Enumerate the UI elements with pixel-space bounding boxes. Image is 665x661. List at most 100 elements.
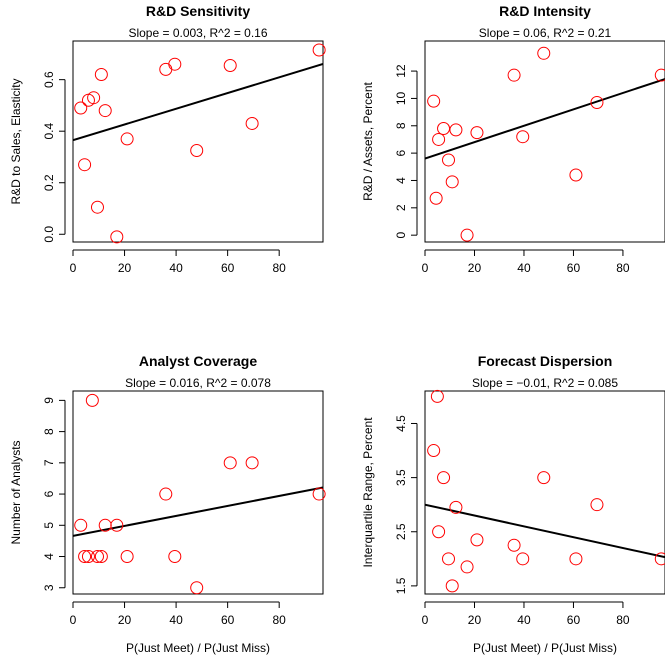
regression-line [425, 503, 665, 559]
data-point [78, 158, 92, 172]
data-point [460, 560, 474, 574]
regression-line [73, 63, 323, 142]
panel-title: Forecast Dispersion [478, 353, 613, 369]
data-point [507, 538, 521, 552]
y-tick-label: 7 [42, 459, 56, 466]
y-tick-label: 0.0 [42, 226, 56, 243]
x-tick-label: 0 [422, 261, 429, 275]
y-tick-label: 4.5 [394, 415, 408, 432]
x-tick-label: 80 [273, 613, 287, 627]
data-point [460, 228, 474, 242]
x-tick-label: 60 [221, 261, 235, 275]
data-point [432, 132, 446, 146]
y-axis-label: R&D to Sales, Elasticity [9, 78, 23, 204]
plot-frame [72, 390, 324, 595]
data-point [223, 456, 237, 470]
regression-line [425, 78, 665, 160]
data-point [190, 581, 204, 595]
data-point [98, 104, 112, 118]
data-point [470, 533, 484, 547]
data-point [90, 200, 104, 214]
data-point [190, 144, 204, 158]
data-point [507, 68, 521, 82]
x-tick-label: 20 [468, 261, 482, 275]
y-tick-label: 0.4 [42, 123, 56, 140]
data-point [120, 132, 134, 146]
y-tick-label: 3.5 [394, 469, 408, 486]
x-tick-label: 40 [169, 261, 183, 275]
panel-title: R&D Sensitivity [146, 3, 250, 19]
data-point [159, 62, 173, 76]
plot-frame [424, 40, 665, 243]
data-point [445, 579, 459, 593]
data-point [432, 525, 446, 539]
data-point [654, 552, 665, 566]
x-tick-label: 40 [517, 261, 531, 275]
panel-subtitle: Slope = 0.003, R^2 = 0.16 [128, 26, 267, 40]
x-tick-label: 80 [616, 261, 630, 275]
data-point [94, 68, 108, 81]
data-point [590, 96, 604, 110]
panel-4: Forecast Dispersion Slope = −0.01, R^2 = … [361, 353, 665, 655]
data-point [654, 68, 665, 82]
y-tick-label: 3 [42, 584, 56, 591]
panel-subtitle: Slope = 0.016, R^2 = 0.078 [125, 376, 271, 390]
x-tick-label: 20 [118, 261, 132, 275]
y-axis-label: Interquartile Range, Percent [361, 417, 375, 568]
y-tick-label: 8 [394, 122, 408, 129]
data-point [516, 130, 530, 144]
regression-line [73, 486, 323, 537]
data-point [516, 552, 530, 566]
data-point [427, 444, 441, 458]
data-point [245, 456, 259, 470]
panel-1: R&D Sensitivity Slope = 0.003, R^2 = 0.16… [9, 3, 326, 275]
y-tick-label: 6 [42, 490, 56, 497]
x-tick-label: 80 [273, 261, 287, 275]
data-point [81, 550, 95, 564]
y-tick-label: 0.2 [42, 174, 56, 191]
data-point [223, 58, 237, 72]
y-tick-label: 12 [394, 64, 408, 78]
x-tick-label: 40 [169, 613, 183, 627]
x-tick-label: 0 [70, 613, 77, 627]
data-point [442, 153, 456, 167]
y-tick-label: 9 [42, 397, 56, 404]
data-point [569, 552, 583, 566]
y-tick-label: 1.5 [394, 577, 408, 594]
x-tick-label: 0 [70, 261, 77, 275]
data-point [110, 518, 124, 532]
data-point [430, 389, 444, 403]
data-point [427, 94, 441, 108]
x-tick-label: 60 [567, 613, 581, 627]
x-tick-label: 20 [118, 613, 132, 627]
data-point [85, 393, 99, 407]
data-point [312, 43, 326, 57]
x-tick-label: 20 [468, 613, 482, 627]
y-tick-label: 5 [42, 522, 56, 529]
data-point [442, 552, 456, 566]
data-point [168, 550, 182, 564]
y-axis-label: Number of Analysts [9, 440, 23, 544]
y-tick-label: 2 [394, 204, 408, 211]
panel-title: Analyst Coverage [139, 353, 257, 369]
y-tick-label: 10 [394, 91, 408, 105]
data-point [78, 550, 92, 564]
data-point [449, 123, 463, 137]
y-tick-label: 0.6 [42, 71, 56, 88]
data-point [569, 168, 583, 182]
y-tick-label: 0 [394, 232, 408, 239]
data-point [94, 550, 108, 564]
data-point [168, 57, 182, 71]
data-point [449, 500, 463, 514]
data-point [590, 498, 604, 512]
panel-title: R&D Intensity [499, 3, 591, 19]
y-tick-label: 2.5 [394, 523, 408, 540]
plot-frame [424, 390, 665, 595]
data-point [429, 191, 443, 205]
data-point [437, 122, 451, 136]
data-point [537, 471, 551, 485]
y-tick-label: 8 [42, 428, 56, 435]
data-point [437, 471, 451, 485]
